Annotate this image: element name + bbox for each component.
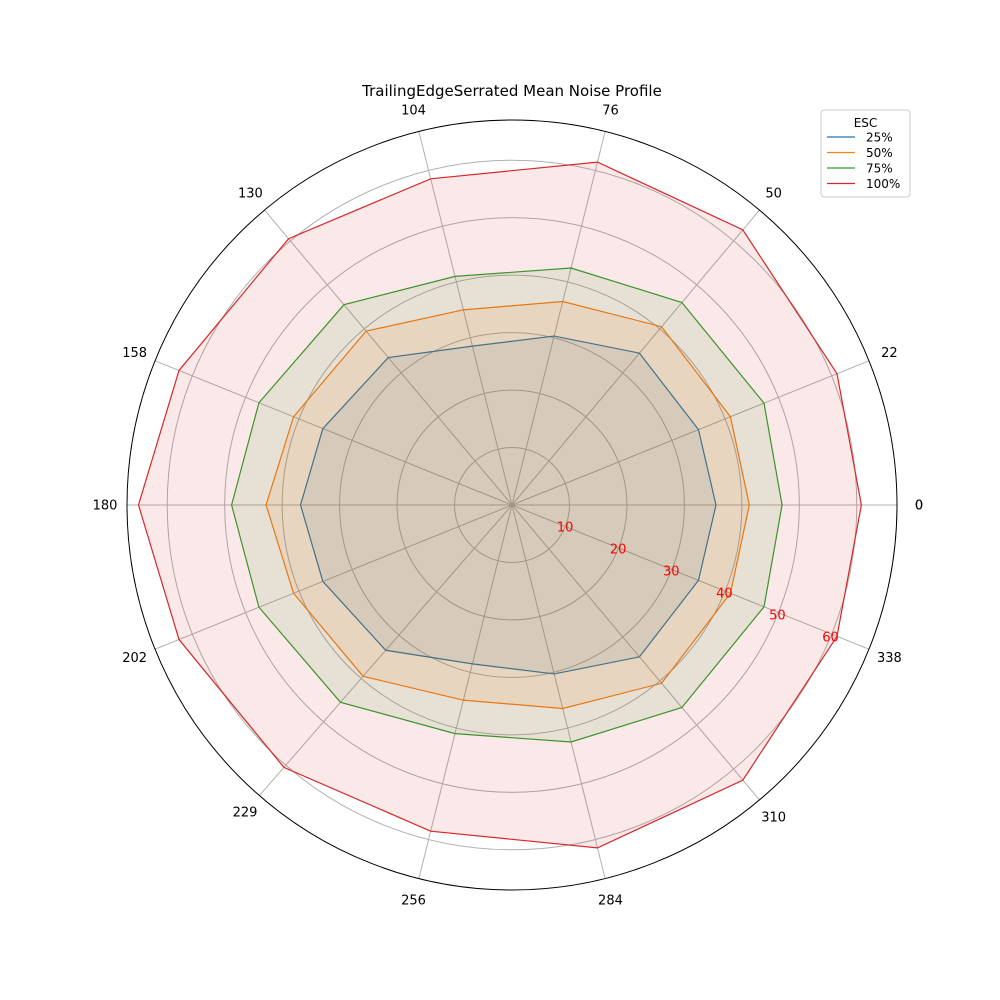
angular-gridline — [418, 131, 513, 506]
angle-tick-label: 229 — [233, 806, 258, 821]
radial-tick-label: 10 — [557, 520, 574, 535]
angular-gridline — [511, 504, 760, 801]
series-fill-1 — [266, 301, 750, 709]
angle-tick-label: 50 — [765, 187, 782, 202]
radial-tick-label: 50 — [769, 608, 786, 623]
series-fill-3 — [138, 162, 862, 848]
angle-tick-label: 130 — [238, 187, 263, 202]
radial-tick-label: 40 — [716, 586, 733, 601]
chart-title: TrailingEdgeSerrated Mean Noise Profile — [361, 82, 662, 100]
legend-entry-label: 50% — [866, 146, 893, 160]
angle-tick-label: 180 — [93, 499, 118, 514]
angular-gridline — [418, 504, 513, 879]
legend-frame — [820, 109, 911, 198]
angle-tick-label: 0 — [915, 499, 923, 514]
angle-tick-label: 202 — [122, 651, 147, 666]
angular-gridline — [154, 360, 513, 506]
angular-gridline — [511, 131, 606, 506]
angle-tick-label: 76 — [602, 104, 619, 119]
series-layer — [137, 161, 862, 849]
legend-entry-label: 75% — [866, 162, 893, 176]
radial-tick-label: 60 — [822, 630, 839, 645]
radial-tick-label: 30 — [663, 564, 680, 579]
legend-entry-label: 25% — [866, 131, 893, 145]
legend-title: ESC — [854, 116, 878, 130]
angle-tick-label: 0 — [915, 499, 923, 514]
angle-tick-label: 158 — [122, 346, 147, 361]
angle-tick-label: 284 — [598, 893, 623, 908]
angular-gridline — [511, 209, 760, 506]
angle-tick-label: 22 — [881, 346, 898, 361]
series-fill-2 — [231, 268, 783, 742]
series-line-0 — [299, 335, 717, 675]
legend-entry-label: 100% — [866, 177, 900, 191]
series-line-3 — [137, 161, 862, 849]
angle-tick-label: 338 — [877, 651, 902, 666]
angle-tick-label: 104 — [401, 104, 426, 119]
series-line-1 — [265, 300, 750, 710]
angular-gridline — [511, 360, 870, 506]
polar-frame — [126, 119, 898, 891]
legend: ESC 25%50% 75%100% — [820, 109, 911, 198]
angular-gridline — [511, 504, 870, 650]
angular-gridline — [154, 504, 513, 650]
angle-tick-label: 256 — [401, 893, 426, 908]
series-line-2 — [230, 267, 783, 743]
angle-tick-label: 310 — [761, 810, 786, 825]
radial-tick-label: 20 — [610, 542, 627, 557]
series-fill-0 — [300, 336, 716, 674]
angular-gridline — [511, 504, 606, 879]
